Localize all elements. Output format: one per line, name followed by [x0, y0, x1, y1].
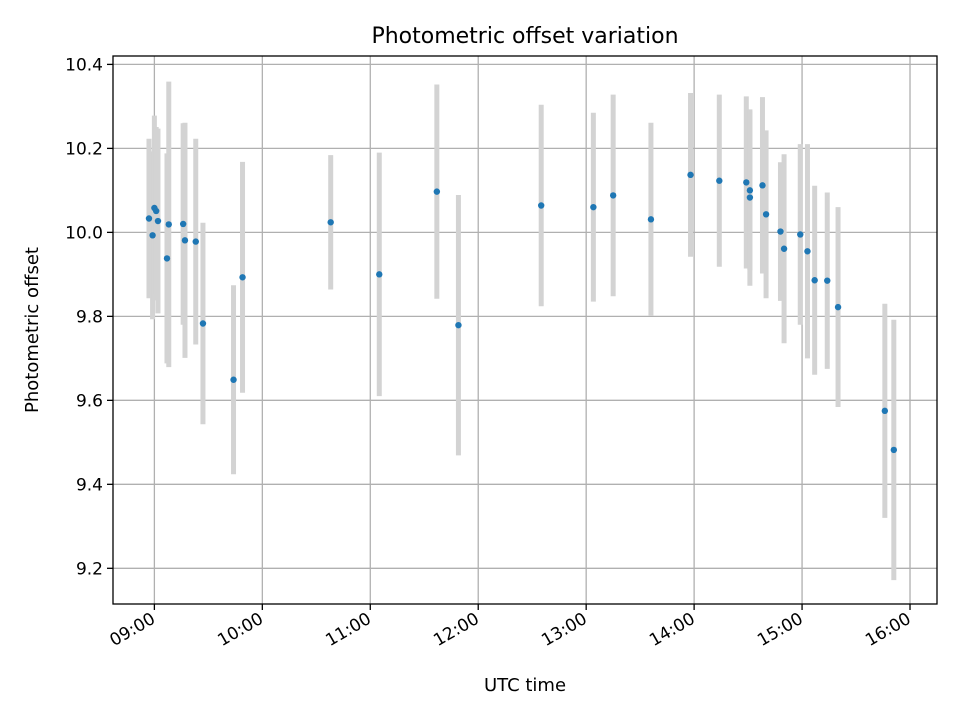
y-tick-label: 9.6: [76, 391, 103, 411]
data-point: [163, 255, 171, 262]
data-point: [824, 277, 831, 284]
point-layer: [145, 171, 898, 454]
data-point: [743, 179, 750, 186]
chart-title: Photometric offset variation: [371, 24, 678, 49]
data-point: [746, 187, 754, 194]
data-point: [537, 202, 545, 209]
data-point: [179, 220, 187, 228]
data-point: [780, 245, 788, 252]
y-tick-label: 10.0: [65, 223, 103, 243]
x-axis-label: UTC time: [484, 675, 566, 696]
data-point: [811, 277, 818, 284]
data-point: [716, 177, 723, 184]
data-point: [590, 203, 597, 211]
y-axis-label: Photometric offset: [22, 247, 43, 413]
data-point: [433, 188, 441, 195]
data-point: [890, 446, 898, 454]
data-point: [145, 215, 153, 222]
data-point: [154, 217, 162, 225]
data-point: [797, 231, 804, 238]
grid-layer: [113, 56, 937, 604]
y-tick-label: 9.2: [76, 559, 103, 579]
data-point: [199, 320, 207, 327]
data-point: [804, 248, 811, 255]
y-tick-label: 9.8: [76, 307, 103, 327]
data-point: [165, 221, 172, 228]
data-point: [834, 303, 842, 311]
data-point: [609, 192, 617, 199]
plot-frame: [112, 55, 938, 605]
data-point: [376, 271, 383, 278]
data-point: [149, 232, 156, 239]
data-point: [777, 228, 784, 235]
data-point: [230, 376, 237, 383]
data-point: [181, 237, 189, 244]
data-point: [762, 211, 770, 218]
data-point: [327, 219, 334, 226]
data-point: [746, 194, 754, 201]
y-tick-label: 9.4: [76, 475, 103, 495]
data-point: [647, 216, 655, 223]
data-point: [192, 238, 199, 245]
data-point: [152, 207, 160, 215]
data-point: [455, 321, 462, 329]
data-point: [881, 407, 889, 415]
y-tick-label: 10.4: [65, 55, 103, 75]
data-point: [239, 274, 246, 281]
y-tick-label: 10.2: [65, 139, 103, 159]
data-point: [687, 171, 694, 179]
data-point: [759, 182, 766, 189]
